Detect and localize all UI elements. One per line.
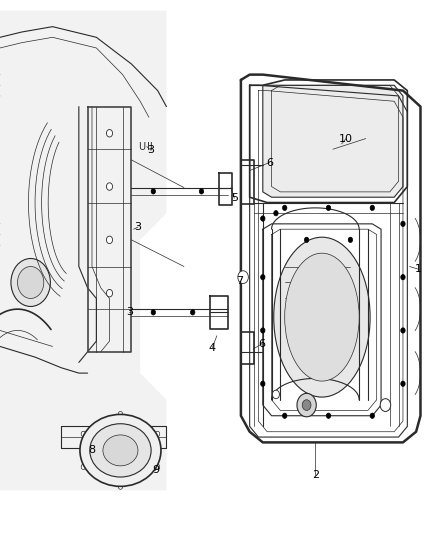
Circle shape [297, 393, 316, 417]
Circle shape [401, 221, 405, 227]
Circle shape [81, 464, 85, 470]
Text: 2: 2 [312, 471, 319, 480]
Circle shape [191, 310, 195, 315]
Circle shape [106, 236, 113, 244]
Polygon shape [0, 11, 166, 490]
Text: 3: 3 [148, 146, 155, 155]
Circle shape [155, 431, 160, 437]
Text: II: II [147, 142, 152, 152]
Circle shape [348, 237, 353, 243]
Circle shape [106, 130, 113, 137]
Text: 6: 6 [258, 339, 265, 349]
Text: 3: 3 [126, 307, 133, 317]
Circle shape [261, 216, 265, 221]
Circle shape [283, 413, 287, 418]
Circle shape [133, 466, 139, 474]
Circle shape [155, 464, 160, 470]
Circle shape [326, 205, 331, 211]
Text: 5: 5 [231, 193, 238, 203]
Circle shape [81, 431, 85, 437]
Text: 8: 8 [88, 446, 95, 455]
Circle shape [18, 266, 44, 298]
Circle shape [118, 484, 123, 489]
Text: 9: 9 [152, 465, 159, 475]
Polygon shape [263, 85, 403, 197]
Text: 7: 7 [237, 277, 244, 286]
Circle shape [326, 413, 331, 418]
Circle shape [151, 189, 155, 194]
Circle shape [274, 211, 278, 216]
Circle shape [380, 399, 391, 411]
Circle shape [261, 328, 265, 333]
Text: 10: 10 [339, 134, 353, 143]
Text: 1: 1 [415, 264, 422, 274]
Circle shape [240, 273, 246, 281]
Ellipse shape [80, 415, 161, 486]
Circle shape [401, 274, 405, 280]
Circle shape [106, 183, 113, 190]
Ellipse shape [90, 424, 151, 477]
Circle shape [130, 463, 141, 477]
Circle shape [370, 205, 374, 211]
Circle shape [238, 271, 248, 284]
Circle shape [304, 237, 309, 243]
Circle shape [199, 189, 204, 194]
Circle shape [283, 205, 287, 211]
Text: 6: 6 [266, 158, 273, 167]
Circle shape [118, 411, 123, 417]
Circle shape [272, 390, 279, 399]
Circle shape [302, 400, 311, 410]
Circle shape [151, 310, 155, 315]
Circle shape [370, 413, 374, 418]
Ellipse shape [285, 253, 359, 381]
Circle shape [261, 274, 265, 280]
Circle shape [401, 381, 405, 386]
Ellipse shape [103, 435, 138, 466]
Text: 3: 3 [134, 222, 141, 232]
Circle shape [261, 381, 265, 386]
Circle shape [11, 259, 50, 306]
Ellipse shape [274, 237, 370, 397]
Text: U: U [138, 142, 145, 152]
Circle shape [401, 328, 405, 333]
Text: 4: 4 [209, 343, 216, 352]
Circle shape [106, 289, 113, 297]
Circle shape [118, 441, 123, 447]
